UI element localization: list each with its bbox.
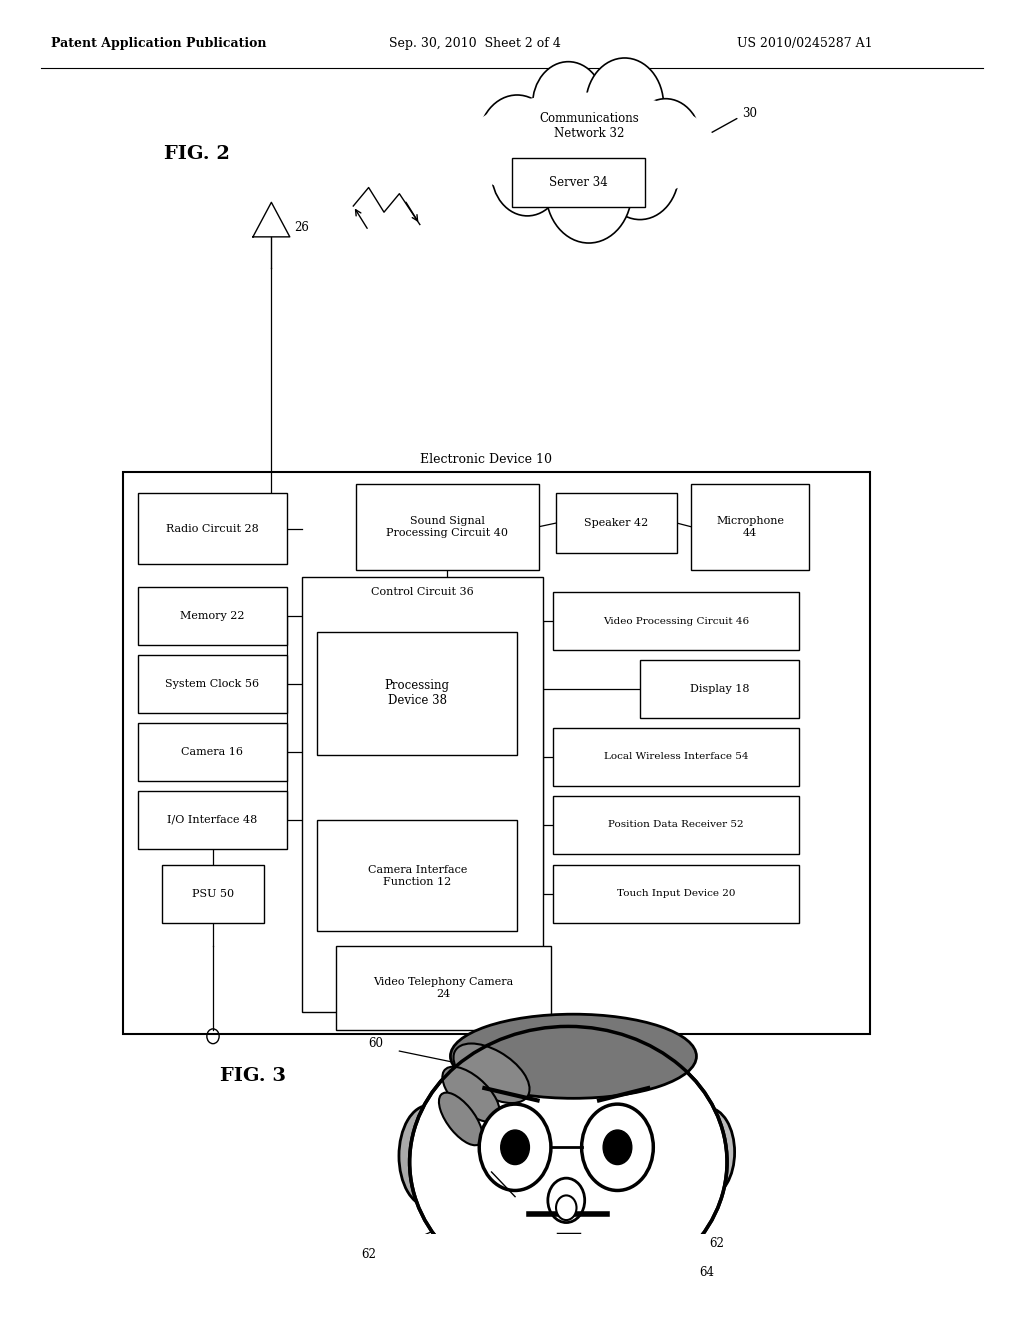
Circle shape [586,58,664,152]
Circle shape [601,125,679,219]
FancyBboxPatch shape [356,483,539,570]
FancyBboxPatch shape [336,946,551,1030]
FancyBboxPatch shape [553,865,799,923]
Text: Server 34: Server 34 [549,176,608,189]
Text: FIG. 3: FIG. 3 [220,1067,286,1085]
Text: Video Telephony Camera
24: Video Telephony Camera 24 [374,977,513,999]
Text: Speaker 42: Speaker 42 [585,517,648,528]
Text: Local Wireless Interface 54: Local Wireless Interface 54 [603,752,749,762]
Text: 64: 64 [699,1266,715,1279]
Ellipse shape [439,1093,482,1146]
Text: PSU 50: PSU 50 [191,888,234,899]
Circle shape [492,129,563,216]
Ellipse shape [454,1044,529,1104]
Text: Camera 16: Camera 16 [181,747,244,756]
Text: US 2010/0245287 A1: US 2010/0245287 A1 [737,37,872,50]
Text: 30: 30 [742,107,758,120]
Text: 26: 26 [294,220,309,234]
Ellipse shape [451,1014,696,1098]
FancyBboxPatch shape [553,727,799,785]
Circle shape [478,95,556,189]
Text: Control Circuit 36: Control Circuit 36 [371,587,474,597]
FancyBboxPatch shape [556,494,677,553]
Text: Processing
Device 38: Processing Device 38 [385,680,450,708]
FancyBboxPatch shape [138,723,287,781]
Text: Microphone
44: Microphone 44 [716,516,784,537]
Ellipse shape [445,74,732,222]
FancyBboxPatch shape [512,158,645,207]
Ellipse shape [410,1027,727,1298]
Circle shape [532,62,604,148]
Text: 62: 62 [710,1237,725,1250]
Circle shape [582,1104,653,1191]
Ellipse shape [442,1067,500,1122]
FancyBboxPatch shape [138,791,287,849]
FancyBboxPatch shape [123,473,870,1034]
FancyBboxPatch shape [691,483,809,570]
Text: Memory 22: Memory 22 [180,611,245,622]
Text: System Clock 56: System Clock 56 [166,678,259,689]
Text: I/O Interface 48: I/O Interface 48 [167,814,258,825]
Text: Patent Application Publication: Patent Application Publication [51,37,266,50]
FancyBboxPatch shape [317,821,517,932]
Circle shape [548,1179,585,1222]
FancyBboxPatch shape [162,865,264,923]
Circle shape [603,1130,632,1164]
Ellipse shape [681,1107,734,1197]
Text: Radio Circuit 28: Radio Circuit 28 [166,524,259,533]
Text: Sep. 30, 2010  Sheet 2 of 4: Sep. 30, 2010 Sheet 2 of 4 [389,37,561,50]
FancyBboxPatch shape [138,494,287,564]
Circle shape [479,1104,551,1191]
Circle shape [546,140,632,243]
Text: FIG. 2: FIG. 2 [164,145,229,164]
Text: 60: 60 [369,1038,384,1051]
Text: Position Data Receiver 52: Position Data Receiver 52 [608,820,743,829]
Text: Video Processing Circuit 46: Video Processing Circuit 46 [603,616,749,626]
Ellipse shape [399,1105,459,1206]
Circle shape [630,99,701,185]
FancyBboxPatch shape [317,632,517,755]
Circle shape [501,1130,529,1164]
FancyBboxPatch shape [640,660,799,718]
FancyBboxPatch shape [138,587,287,645]
Ellipse shape [461,92,717,203]
Text: Communications
Network 32: Communications Network 32 [539,112,639,140]
FancyBboxPatch shape [553,796,799,854]
Text: Touch Input Device 20: Touch Input Device 20 [616,890,735,899]
FancyBboxPatch shape [138,655,287,713]
FancyBboxPatch shape [302,577,543,1011]
Text: Camera Interface
Function 12: Camera Interface Function 12 [368,865,467,887]
Text: Sound Signal
Processing Circuit 40: Sound Signal Processing Circuit 40 [386,516,509,537]
Circle shape [556,1196,577,1220]
Text: 62: 62 [361,1249,377,1262]
Text: Display 18: Display 18 [689,684,750,694]
Text: Electronic Device 10: Electronic Device 10 [421,453,552,466]
FancyBboxPatch shape [553,593,799,651]
